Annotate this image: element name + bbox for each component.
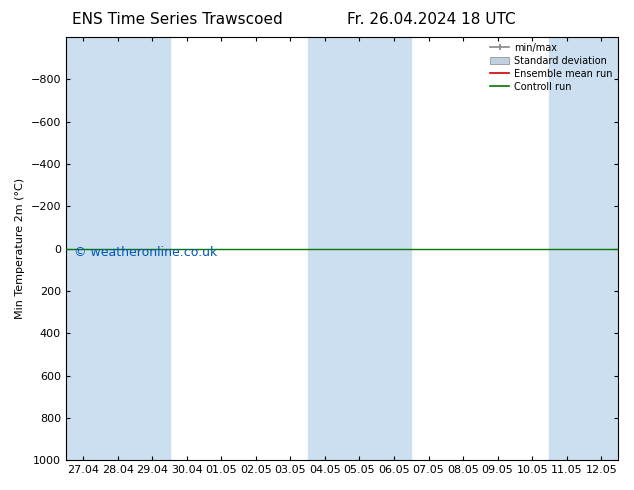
Text: Fr. 26.04.2024 18 UTC: Fr. 26.04.2024 18 UTC bbox=[347, 12, 515, 27]
Bar bbox=[342, 37, 377, 460]
Bar bbox=[135, 37, 169, 460]
Bar bbox=[66, 37, 100, 460]
Bar bbox=[100, 37, 135, 460]
Bar bbox=[377, 37, 411, 460]
Legend: min/max, Standard deviation, Ensemble mean run, Controll run: min/max, Standard deviation, Ensemble me… bbox=[486, 39, 616, 96]
Text: ENS Time Series Trawscoed: ENS Time Series Trawscoed bbox=[72, 12, 283, 27]
Text: © weatheronline.co.uk: © weatheronline.co.uk bbox=[74, 246, 217, 260]
Bar bbox=[307, 37, 342, 460]
Bar bbox=[584, 37, 619, 460]
Bar bbox=[550, 37, 584, 460]
Y-axis label: Min Temperature 2m (°C): Min Temperature 2m (°C) bbox=[15, 178, 25, 319]
